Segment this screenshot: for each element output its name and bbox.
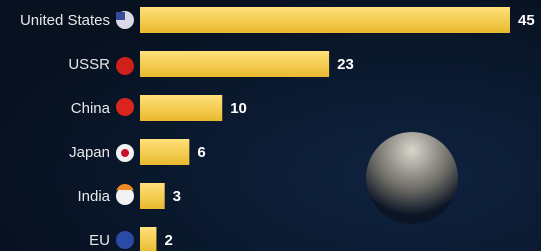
value-label: 45 <box>518 12 535 29</box>
value-label: 3 <box>173 188 181 205</box>
category-label: EU <box>89 232 110 249</box>
flag-eu <box>116 231 134 249</box>
category-label: China <box>71 100 111 117</box>
bar <box>140 51 329 77</box>
bar <box>140 183 165 209</box>
value-label: 10 <box>230 100 247 117</box>
chart: United States 45 USSR 23 China 10 Japan 6 India 3… <box>0 0 541 251</box>
bar <box>140 139 189 165</box>
category-label: India <box>77 188 110 205</box>
value-label: 23 <box>337 56 354 73</box>
category-label: Japan <box>69 144 110 161</box>
background <box>0 0 541 251</box>
flag-china <box>116 98 134 116</box>
category-label: United States <box>20 12 110 29</box>
value-label: 2 <box>164 232 172 249</box>
value-label: 6 <box>197 144 205 161</box>
bar <box>140 227 156 251</box>
flag-ussr <box>116 57 134 75</box>
category-label: USSR <box>68 56 110 73</box>
bar <box>140 95 222 121</box>
bar <box>140 7 510 33</box>
moon-decoration <box>366 132 458 224</box>
flag-japan-sun <box>121 149 129 157</box>
flag-us-canton <box>116 12 125 20</box>
